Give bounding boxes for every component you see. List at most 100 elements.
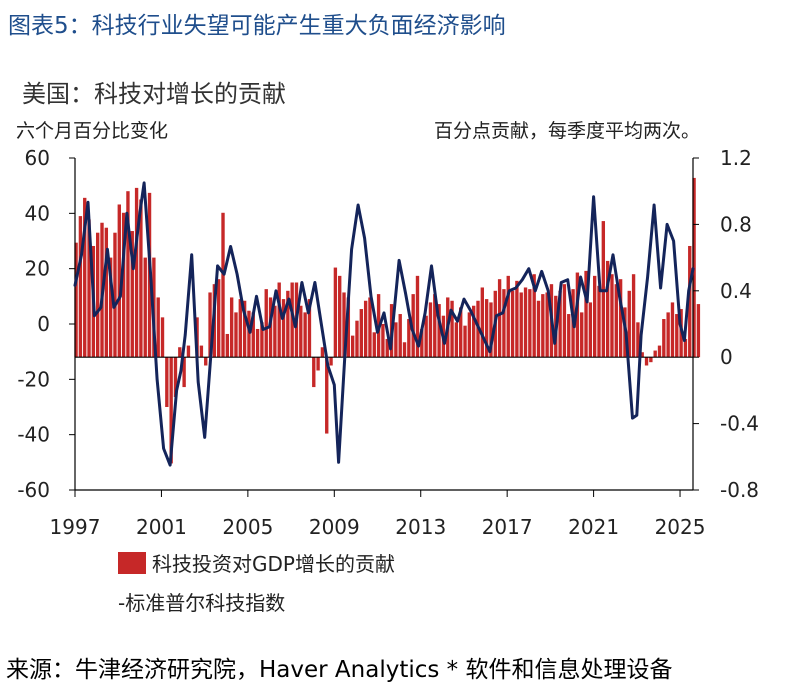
- bar: [627, 290, 631, 358]
- bar: [208, 292, 212, 358]
- bar: [688, 245, 692, 358]
- bar: [450, 300, 454, 358]
- x-tick-label: 2017: [482, 515, 533, 539]
- left-tick-label: 60: [25, 146, 50, 170]
- bar: [580, 312, 584, 358]
- bar: [428, 302, 433, 358]
- bar: [74, 242, 78, 358]
- right-tick-label: 0: [720, 345, 733, 369]
- chart-subtitle: 美国：科技对增长的贡献: [22, 80, 286, 108]
- bar: [320, 347, 325, 358]
- bar: [536, 300, 541, 358]
- bar: [96, 232, 100, 358]
- bar: [325, 357, 329, 434]
- left-tick-label: -60: [17, 478, 50, 502]
- bar: [368, 297, 372, 358]
- x-tick-label: 2001: [136, 515, 187, 539]
- bar: [510, 290, 515, 358]
- bar: [532, 274, 536, 358]
- bar: [662, 319, 666, 358]
- bar: [299, 305, 303, 358]
- right-tick-label: -0.8: [720, 478, 759, 502]
- left-axis-unit: 六个月百分比变化: [16, 120, 169, 142]
- bar: [502, 289, 506, 358]
- bar: [584, 270, 588, 358]
- bar: [631, 274, 636, 358]
- legend-bar-label: 科技投资对GDP增长的贡献: [152, 552, 395, 576]
- bar: [113, 232, 117, 358]
- bar: [675, 314, 679, 358]
- bar: [484, 299, 489, 358]
- bar: [329, 357, 333, 366]
- bar: [169, 357, 173, 464]
- bar: [121, 212, 126, 358]
- bar: [588, 302, 593, 358]
- bar: [545, 292, 549, 358]
- x-tick-label: 2009: [309, 515, 360, 539]
- bar: [303, 312, 307, 358]
- bar: [363, 300, 368, 358]
- bar: [316, 357, 320, 371]
- bar: [255, 328, 260, 358]
- bar: [597, 285, 601, 358]
- bar: [394, 322, 398, 358]
- bar: [346, 297, 351, 358]
- bar: [666, 312, 670, 358]
- bar: [407, 319, 411, 358]
- bar: [143, 257, 147, 358]
- bar: [541, 294, 545, 358]
- bar: [489, 302, 493, 358]
- source-note: 来源：牛津经济研究院，Haver Analytics * 软件和信息处理设备: [6, 657, 673, 683]
- bar: [433, 294, 437, 358]
- left-tick-label: 20: [25, 257, 50, 281]
- bar: [199, 345, 204, 358]
- bar: [156, 297, 160, 358]
- bar: [290, 282, 294, 358]
- left-tick-label: -20: [17, 367, 50, 391]
- bar: [108, 257, 113, 358]
- bar: [497, 279, 502, 358]
- bar: [186, 345, 191, 358]
- bar: [398, 314, 402, 358]
- bar: [117, 204, 121, 358]
- bar: [359, 309, 363, 358]
- x-tick-label: 2025: [655, 515, 706, 539]
- left-tick-label: 40: [25, 201, 50, 225]
- bar: [424, 315, 428, 358]
- bar: [234, 312, 238, 358]
- bar: [281, 299, 286, 358]
- bar: [372, 332, 376, 358]
- bar: [130, 231, 134, 358]
- bar: [459, 307, 463, 358]
- bar: [238, 299, 242, 358]
- bar: [402, 342, 407, 358]
- bar: [567, 314, 571, 358]
- bar: [264, 289, 268, 358]
- bar: [454, 322, 459, 358]
- bar: [355, 320, 359, 358]
- bar: [225, 333, 230, 358]
- right-axis-unit: 百分点贡献，每季度平均两次。: [433, 120, 700, 142]
- bar: [350, 335, 355, 358]
- tech-index-line: [73, 181, 695, 467]
- bar: [644, 357, 649, 366]
- bar: [640, 352, 644, 358]
- legend-item-bars: 科技投资对GDP增长的贡献: [118, 548, 395, 577]
- bar: [251, 312, 255, 358]
- bar: [683, 338, 688, 358]
- bar: [204, 357, 208, 366]
- bar: [437, 304, 441, 358]
- bar: [104, 227, 109, 358]
- bar: [273, 305, 277, 358]
- bar: [575, 272, 580, 358]
- bar: [78, 216, 83, 358]
- bar: [415, 275, 420, 358]
- bar: [87, 219, 91, 358]
- bar: [614, 284, 618, 358]
- bar: [657, 345, 662, 358]
- bar: [515, 280, 519, 358]
- bar: [636, 322, 640, 358]
- legend-item-line: -标准普尔科技指数: [118, 587, 285, 616]
- figure-title: 图表5：科技行业失望可能产生重大负面经济影响: [8, 13, 506, 39]
- x-tick-label: 2005: [222, 515, 273, 539]
